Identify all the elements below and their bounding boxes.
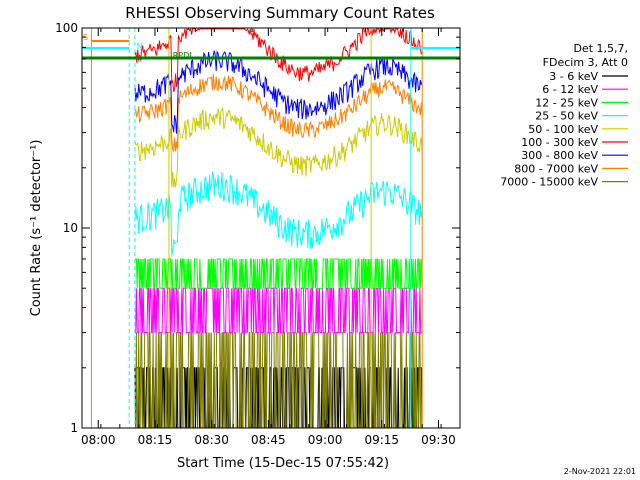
series-line-12-25kev	[134, 258, 422, 289]
series-line-7000-15000kev	[134, 332, 422, 429]
legend-header-line1: Det 1,5,7,	[573, 42, 628, 55]
y-tick-label: 100	[55, 21, 78, 35]
x-tick-label: 09:30	[421, 433, 456, 447]
x-tick-label: 08:45	[251, 433, 286, 447]
legend-label: 6 - 12 keV	[542, 83, 598, 96]
flag-label-rpdi: RPDI	[173, 51, 192, 60]
legend-label: 7000 - 15000 keV	[500, 176, 598, 189]
x-tick-label: 08:15	[138, 433, 173, 447]
x-tick-label: 08:00	[81, 433, 116, 447]
series-line-300-800kev	[134, 50, 423, 134]
x-tick-label: 09:15	[364, 433, 399, 447]
chart-title: RHESSI Observing Summary Count Rates	[125, 4, 435, 22]
legend-label: 3 - 6 keV	[549, 70, 598, 83]
series-line-800-7000kev	[134, 73, 423, 153]
series-line-50-100kev	[134, 107, 423, 188]
legend-header-line2: FDecim 3, Att 0	[543, 56, 628, 69]
legend-label: 800 - 7000 keV	[514, 162, 598, 175]
legend-label: 100 - 300 keV	[521, 136, 598, 149]
y-axis-label: Count Rate (s⁻¹ detector⁻¹)	[29, 140, 44, 317]
legend-label: 50 - 100 keV	[528, 123, 598, 136]
series-line-100-300kev	[134, 27, 423, 92]
series-line-6-12kev	[134, 287, 422, 334]
y-tick-label: 1	[70, 421, 78, 435]
legend-label: 300 - 800 keV	[521, 149, 598, 162]
flag-label-n: N	[137, 42, 143, 51]
series-line-25-50kev	[134, 171, 423, 256]
plot-content: SNRPDI	[82, 27, 461, 429]
legend-label: 12 - 25 keV	[535, 96, 598, 109]
x-axis-label: Start Time (15-Dec-15 07:55:42)	[177, 456, 389, 471]
x-tick-label: 09:00	[308, 433, 343, 447]
legend-label: 25 - 50 keV	[535, 110, 598, 123]
footer-date: 2-Nov-2021 22:01	[564, 467, 636, 476]
y-tick-label: 10	[63, 221, 78, 235]
x-tick-label: 08:30	[194, 433, 229, 447]
axis-ticks: 08:00 08:15 08:30 08:45 09:00 09:15 09:30 1 10 10…	[55, 21, 461, 447]
